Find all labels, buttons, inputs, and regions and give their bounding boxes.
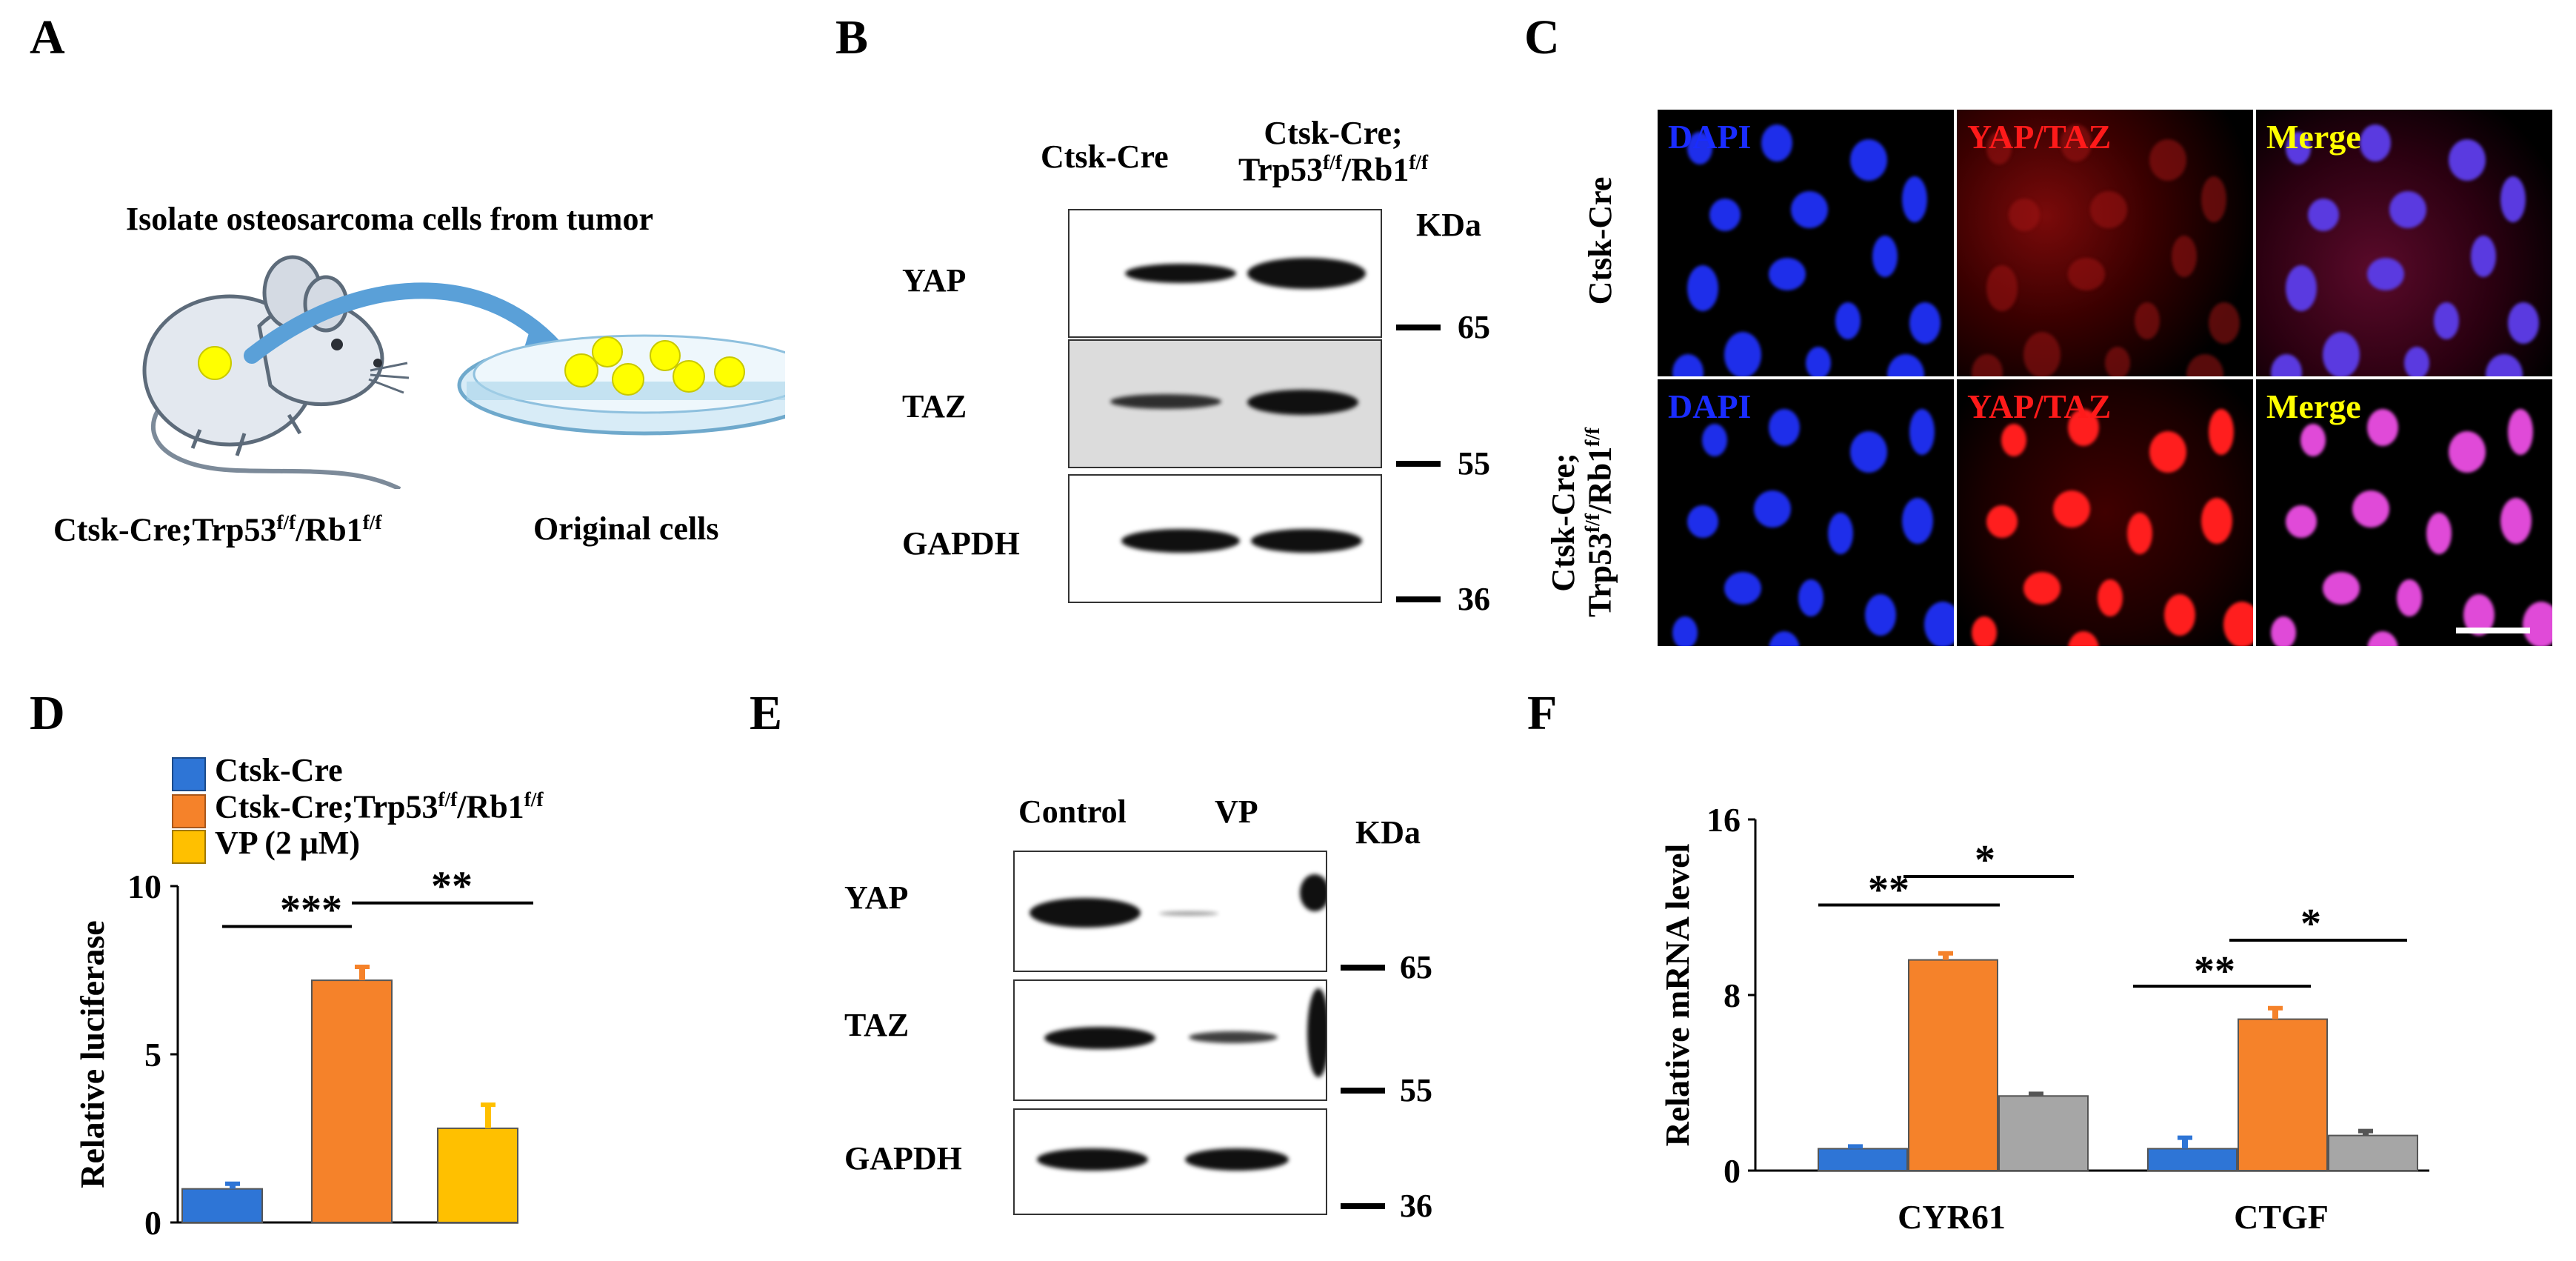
d-y-axis-label: Relative luciferase	[73, 920, 111, 1188]
panel-label-b: B	[835, 10, 869, 64]
transfer-arrow	[244, 282, 564, 364]
d-legend-swatch-orange	[172, 794, 206, 828]
mouse-to-dish-illustration	[142, 255, 785, 489]
d-legend-vp: VP (2 μM)	[215, 825, 361, 861]
f-tick-label: 16	[1706, 801, 1741, 839]
d-bar	[181, 1188, 263, 1224]
d-bar	[311, 979, 393, 1223]
f-sig-label: **	[1868, 868, 1909, 914]
d-legend-swatch-blue	[172, 757, 206, 791]
micrograph-double-knockout-dapi: DAPI	[1656, 378, 1955, 648]
c-row-double-knockout: Ctsk-Cre; Trp53f/f/Rb1f/f	[1545, 427, 1619, 618]
micrograph-channel-label: YAP/TAZ	[1967, 387, 2112, 425]
mouse-eye	[331, 339, 343, 350]
f-tick-label: 8	[1724, 976, 1741, 1014]
e-row-yap: YAP	[844, 879, 909, 916]
d-sig-label: **	[431, 864, 473, 910]
micrograph-channel-label: YAP/TAZ	[1967, 118, 2112, 156]
cell-dot	[612, 363, 644, 396]
f-bar	[1998, 1095, 2089, 1171]
f-bar	[2147, 1148, 2238, 1171]
f-sig-label: *	[2300, 901, 2321, 947]
d-legend-swatch-yellow	[172, 830, 206, 864]
e-col-control: Control	[1018, 793, 1127, 830]
d-tick-label: 10	[127, 868, 161, 905]
d-sig-label: ***	[280, 887, 342, 933]
e-marker-65: 65	[1400, 949, 1432, 985]
b-blot-yap	[1068, 209, 1382, 338]
f-tick-label: 0	[1724, 1152, 1741, 1190]
b-blot-taz	[1068, 339, 1382, 468]
b-col-ctsk-cre: Ctsk-Cre	[1041, 139, 1169, 175]
e-blot-taz	[1013, 979, 1327, 1101]
cell-dot	[650, 340, 681, 371]
panel-a-title: Isolate osteosarcoma cells from tumor	[126, 201, 653, 237]
f-bar	[1908, 959, 1998, 1171]
d-tick-label: 5	[144, 1036, 161, 1074]
b-marker-65: 65	[1458, 309, 1490, 345]
micrograph-ctsk-cre-dapi: DAPI	[1656, 108, 1955, 378]
c-row-ctsk-cre: Ctsk-Cre	[1582, 176, 1618, 305]
panel-label-c: C	[1524, 10, 1560, 64]
cell-dot	[592, 336, 623, 367]
tumor-dot	[198, 346, 232, 380]
e-marker-36: 36	[1400, 1188, 1432, 1224]
mouse-tail	[151, 383, 401, 489]
e-blot-gapdh	[1013, 1108, 1327, 1215]
e-blot-yap	[1013, 851, 1327, 972]
scale-bar	[2456, 628, 2530, 633]
b-row-taz: TAZ	[902, 388, 967, 425]
micrograph-channel-label: DAPI	[1668, 387, 1752, 425]
mouse-genotype-label: Ctsk-Cre;Trp53f/f/Rb1f/f	[53, 511, 382, 548]
panel-label-d: D	[30, 686, 65, 740]
original-cells-label: Original cells	[533, 510, 719, 547]
e-kda-label: KDa	[1355, 814, 1421, 851]
panel-label-e: E	[750, 686, 783, 740]
panel-label-f: F	[1527, 686, 1558, 740]
mouse-nose	[373, 359, 382, 367]
d-tick-label: 0	[144, 1204, 161, 1242]
f-y-axis-label: Relative mRNA level	[1659, 844, 1696, 1147]
b-blot-gapdh	[1068, 474, 1382, 603]
b-kda-label: KDa	[1416, 207, 1481, 243]
e-row-gapdh: GAPDH	[844, 1140, 962, 1177]
e-marker-55: 55	[1400, 1072, 1432, 1108]
b-row-yap: YAP	[902, 262, 967, 299]
f-bar	[1818, 1148, 1908, 1171]
micrograph-channel-label: Merge	[2266, 387, 2361, 425]
cell-dot	[673, 360, 705, 393]
f-sig-label: *	[1975, 837, 1995, 883]
cell-dot	[714, 356, 745, 387]
b-marker-55: 55	[1458, 445, 1490, 482]
micrograph-channel-label: DAPI	[1668, 118, 1752, 156]
d-legend-double-knockout: Ctsk-Cre;Trp53f/f/Rb1f/f	[215, 788, 544, 825]
f-sig-label: **	[2194, 948, 2235, 994]
f-bar	[2328, 1134, 2418, 1172]
micrograph-ctsk-cre-merge: Merge	[2255, 108, 2554, 378]
b-row-gapdh: GAPDH	[902, 525, 1020, 562]
f-bar	[2238, 1018, 2328, 1171]
e-col-vp: VP	[1215, 793, 1258, 830]
micrograph-channel-label: Merge	[2266, 118, 2361, 156]
panel-label-a: A	[30, 10, 65, 64]
d-bar	[437, 1127, 518, 1224]
f-category-label: CYR61	[1898, 1198, 2006, 1236]
d-legend-ctsk-cre: Ctsk-Cre	[215, 752, 343, 788]
micrograph-double-knockout-yap: YAP/TAZ	[1955, 378, 2255, 648]
b-marker-36: 36	[1458, 581, 1490, 617]
b-col-double-knockout: Ctsk-Cre; Trp53f/f/Rb1f/f	[1238, 115, 1429, 189]
micrograph-ctsk-cre-yap: YAP/TAZ	[1955, 108, 2255, 378]
f-category-label: CTGF	[2234, 1198, 2329, 1236]
e-row-taz: TAZ	[844, 1007, 910, 1043]
micrograph-double-knockout-merge: Merge	[2255, 378, 2554, 648]
cell-dot	[564, 353, 598, 387]
